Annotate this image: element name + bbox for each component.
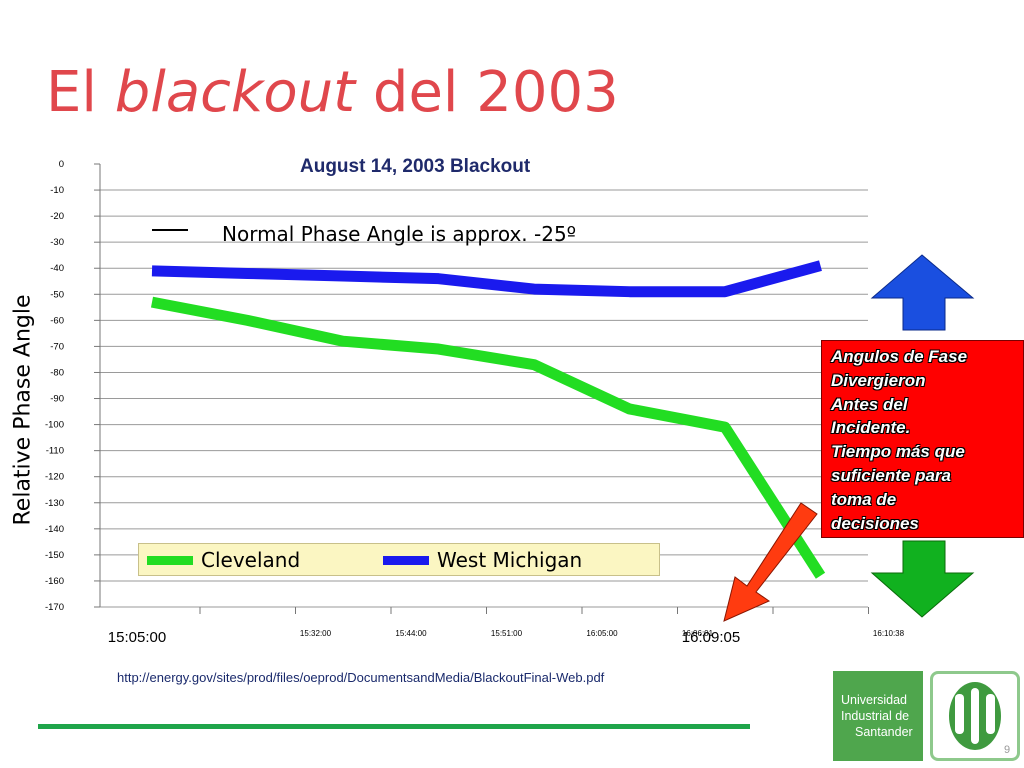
x-tick-label: 15:05:00 — [108, 629, 166, 646]
chart-series — [150, 260, 826, 579]
y-axis-label: Relative Phase Angle — [10, 294, 36, 526]
callout-line: decisiones — [831, 513, 919, 533]
title-part-2: del 2003 — [355, 60, 619, 125]
down-arrow-icon — [870, 540, 975, 618]
slide-title: El blackout del 2003 — [46, 62, 619, 124]
y-tick-label: -70 — [50, 341, 64, 352]
x-tick-label: 15:32:00 — [300, 629, 332, 638]
y-tick-label: -80 — [50, 367, 64, 378]
title-italic: blackout — [114, 60, 356, 125]
legend-label-cleveland: Cleveland — [201, 548, 301, 572]
footer-divider — [38, 724, 750, 729]
y-tick-label: -20 — [50, 211, 64, 222]
y-tick-label: -90 — [50, 394, 64, 405]
callout-line: suficiente para — [831, 465, 951, 485]
chart-arrows — [723, 254, 975, 622]
y-tick-label: -110 — [46, 446, 64, 457]
university-logo: Universidad Industrial de Santander — [833, 671, 923, 761]
normal-angle-annotation: Normal Phase Angle is approx. -25º — [222, 222, 577, 246]
series-line-west-michigan — [151, 260, 822, 298]
logo-line: Universidad — [841, 693, 908, 707]
x-tick-label: 16:10:38 — [873, 629, 905, 638]
y-tick-label: -170 — [45, 602, 64, 613]
callout-line: Divergieron — [831, 370, 926, 390]
series-line-cleveland — [150, 296, 826, 579]
logo-line: Industrial de — [841, 709, 910, 723]
y-tick-label: -130 — [45, 498, 64, 509]
y-tick-label: -50 — [50, 289, 64, 300]
callout-line: Incidente. — [831, 418, 911, 438]
y-tick-label: -100 — [45, 420, 64, 431]
up-arrow-icon — [870, 254, 975, 331]
legend-swatch-west-michigan — [383, 556, 429, 565]
y-tick-label: 0 — [59, 159, 64, 170]
title-part-1: El — [46, 60, 115, 125]
source-link[interactable]: http://energy.gov/sites/prod/files/oepro… — [117, 670, 605, 685]
y-tick-label: -140 — [45, 524, 64, 535]
y-tick-label: -10 — [50, 185, 64, 196]
y-tick-label: -120 — [45, 472, 64, 483]
uis-monogram-logo — [930, 671, 1020, 761]
y-tick-label: -30 — [50, 237, 64, 248]
x-tick-label: 15:51:00 — [491, 629, 523, 638]
chart-title: August 14, 2003 Blackout — [300, 156, 531, 177]
y-tick-label: -160 — [45, 576, 64, 587]
callout-box: Angulos de Fase Divergieron Antes del In… — [821, 340, 1024, 538]
legend-swatch-cleveland — [147, 556, 193, 565]
callout-line: Angulos de Fase — [831, 347, 968, 366]
chart-legend: Cleveland West Michigan — [138, 543, 660, 576]
x-tick-label: 16:09:05 — [682, 629, 740, 646]
logo-line: Santander — [855, 725, 913, 739]
y-tick-label: -60 — [50, 315, 64, 326]
y-tick-label: -40 — [50, 263, 64, 274]
uis-monogram-icon — [949, 682, 1001, 750]
x-tick-label: 16:06:01 — [682, 629, 714, 638]
callout-line: Antes del — [831, 394, 908, 414]
callout-line: Tiempo más que — [831, 442, 965, 462]
pointer-arrow-icon — [723, 502, 818, 622]
x-tick-label: 15:44:00 — [395, 629, 427, 638]
y-tick-label: -150 — [45, 550, 64, 561]
chart-axes: 0 -10 -20 -30 -40 -50 -60 -70 -80 -90 -100 -110 -120… — [45, 159, 905, 646]
callout-line: toma de — [831, 489, 897, 509]
page-number: 9 — [1004, 744, 1011, 756]
chart-gridlines — [100, 189, 868, 608]
legend-label-west-michigan: West Michigan — [437, 548, 583, 572]
x-tick-label: 16:05:00 — [586, 629, 618, 638]
